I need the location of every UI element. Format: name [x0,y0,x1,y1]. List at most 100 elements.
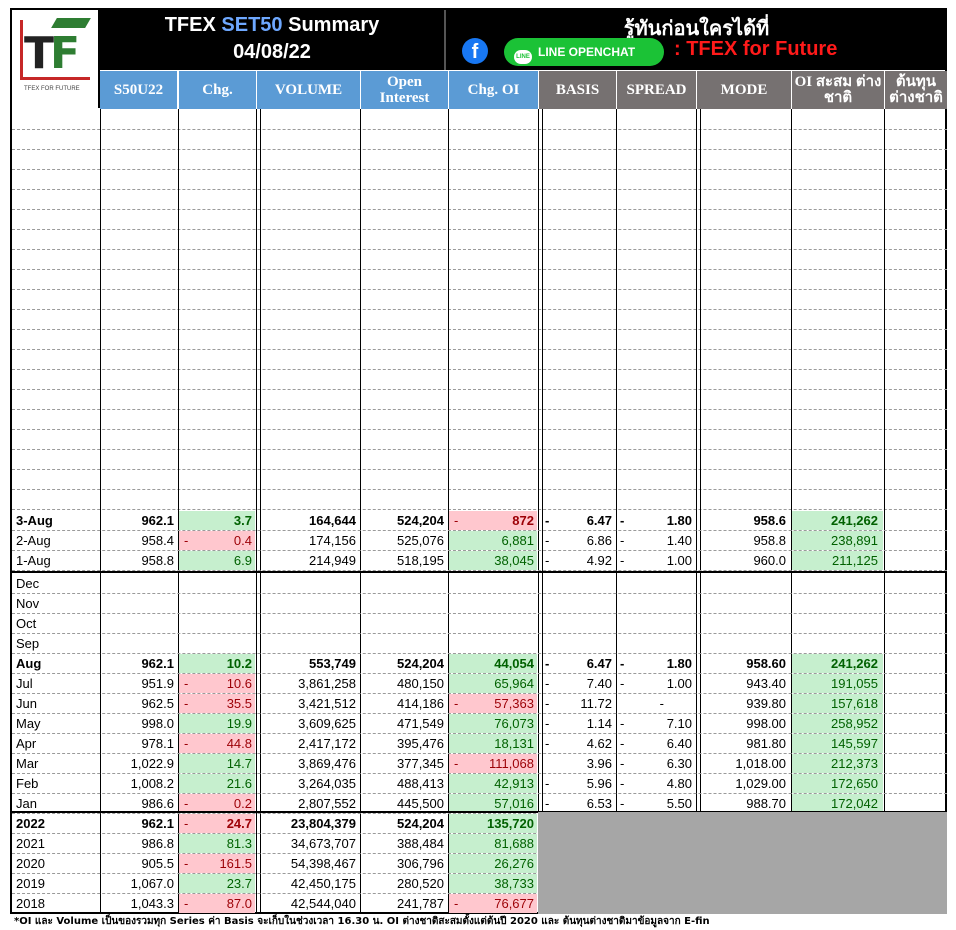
logo-frame-icon [20,20,90,80]
oi-foreign-cell: 157,618 [831,696,878,711]
oi-foreign-cell: 238,891 [831,533,878,548]
negative-change-fill [179,674,255,693]
basis-cell: 3.96 [586,756,612,771]
line-openchat-button[interactable]: LINE LINE OPENCHAT [504,38,664,66]
chg-cell: 161.5 [219,856,252,871]
volume-cell: 174,156 [309,533,356,548]
oi-foreign-cell: 145,597 [831,736,878,751]
promo-block: รู้ทันก่อนใครได้ที่ f LINE LINE OPENCHAT … [446,10,947,70]
row-label: 1-Aug [16,553,51,568]
basis-sign: - [545,676,550,691]
chg-cell: 21.6 [226,776,252,791]
volume-cell: 42,450,175 [290,876,356,891]
column-divider [178,109,179,914]
price-cell: 986.6 [141,796,174,811]
row-divider [12,853,947,854]
summary-sheet: TF TFEX FOR FUTURE TFEX SET50 Summary 04… [10,8,947,914]
spread-sign: - [620,513,625,528]
empty-grey-area [538,812,947,914]
positive-change-fill [179,754,255,773]
volume-cell: 54,398,467 [290,856,356,871]
negative-change-fill [179,854,255,873]
row-divider [12,713,947,714]
volume-cell: 3,869,476 [298,756,356,771]
row-label: Feb [16,776,39,791]
open-interest-cell: 395,476 [397,736,444,751]
oi-foreign-cell: 241,262 [831,513,878,528]
open-interest-cell: 480,150 [397,676,444,691]
negative-change-fill [179,531,255,550]
volume-cell: 164,644 [309,513,356,528]
minus-sign: - [454,756,459,771]
positive-change-fill [792,794,883,813]
row-divider [12,489,947,490]
row-divider [12,530,947,531]
row-divider [12,753,947,754]
basis-sign: - [545,513,550,528]
volume-cell: 3,264,035 [298,776,356,791]
row-divider [12,129,947,130]
volume-cell: 3,609,625 [298,716,356,731]
open-interest-cell: 414,186 [397,696,444,711]
chg-cell: 19.9 [226,716,252,731]
row-divider [12,673,947,674]
positive-change-fill [179,834,255,853]
chg-oi-cell: 81,688 [494,836,534,851]
open-interest-cell: 524,204 [397,816,444,831]
oi-foreign-cell: 211,125 [831,553,878,568]
header-s50u22: S50U22 [100,71,177,109]
row-divider [12,349,947,350]
price-cell: 962.1 [141,513,174,528]
mode-cell: 939.80 [746,696,786,711]
spread-sign: - [620,553,625,568]
positive-change-fill [449,874,537,893]
basis-sign: - [545,796,550,811]
positive-change-fill [449,654,537,673]
chg-cell: 81.3 [226,836,252,851]
logo-monogram-icon: TF [24,28,80,79]
price-cell: 1,008.2 [130,776,174,791]
spread-sign: - [620,533,625,548]
header-mode: MODE [697,71,791,109]
basis-sign: - [545,736,550,751]
open-interest-cell: 445,500 [397,796,444,811]
price-cell: 998.0 [141,716,174,731]
row-divider [12,633,947,634]
spread-sign: - [620,756,625,771]
minus-sign: - [184,796,189,811]
row-divider [12,249,947,250]
row-label: 2020 [16,856,45,871]
chg-oi-cell: 57,363 [494,696,534,711]
chg-cell: 14.7 [226,756,252,771]
spread-cell: 7.10 [666,716,692,731]
row-divider [12,509,947,510]
row-divider [12,229,947,230]
header-oi-foreign: OI สะสม ต่างชาติ [792,71,884,109]
chg-cell: 3.7 [233,513,252,528]
row-label: Mar [16,756,39,771]
oi-foreign-cell: 258,952 [831,716,878,731]
open-interest-cell: 377,345 [397,756,444,771]
row-divider [12,189,947,190]
row-divider [12,693,947,694]
volume-cell: 2,417,172 [298,736,356,751]
spread-cell: 1.00 [666,676,692,691]
positive-change-fill [792,551,883,570]
header-open-interest: Open Interest [361,71,448,109]
basis-cell: 4.62 [586,736,612,751]
price-cell: 962.1 [141,656,174,671]
chg-oi-cell: 111,068 [488,756,534,771]
facebook-icon[interactable]: f [462,38,488,64]
oi-foreign-cell: 241,262 [831,656,878,671]
spread-cell: - [659,696,664,711]
row-divider [12,209,947,210]
positive-change-fill [792,531,883,550]
minus-sign: - [184,533,189,548]
slogan-text: รู้ทันก่อนใครได้ที่ [623,16,770,40]
open-interest-cell: 518,195 [397,553,444,568]
oi-foreign-cell: 191,055 [831,676,878,691]
positive-change-fill [792,511,883,530]
open-interest-cell: 524,204 [397,656,444,671]
row-label: 2022 [16,816,45,831]
column-divider [260,109,261,914]
